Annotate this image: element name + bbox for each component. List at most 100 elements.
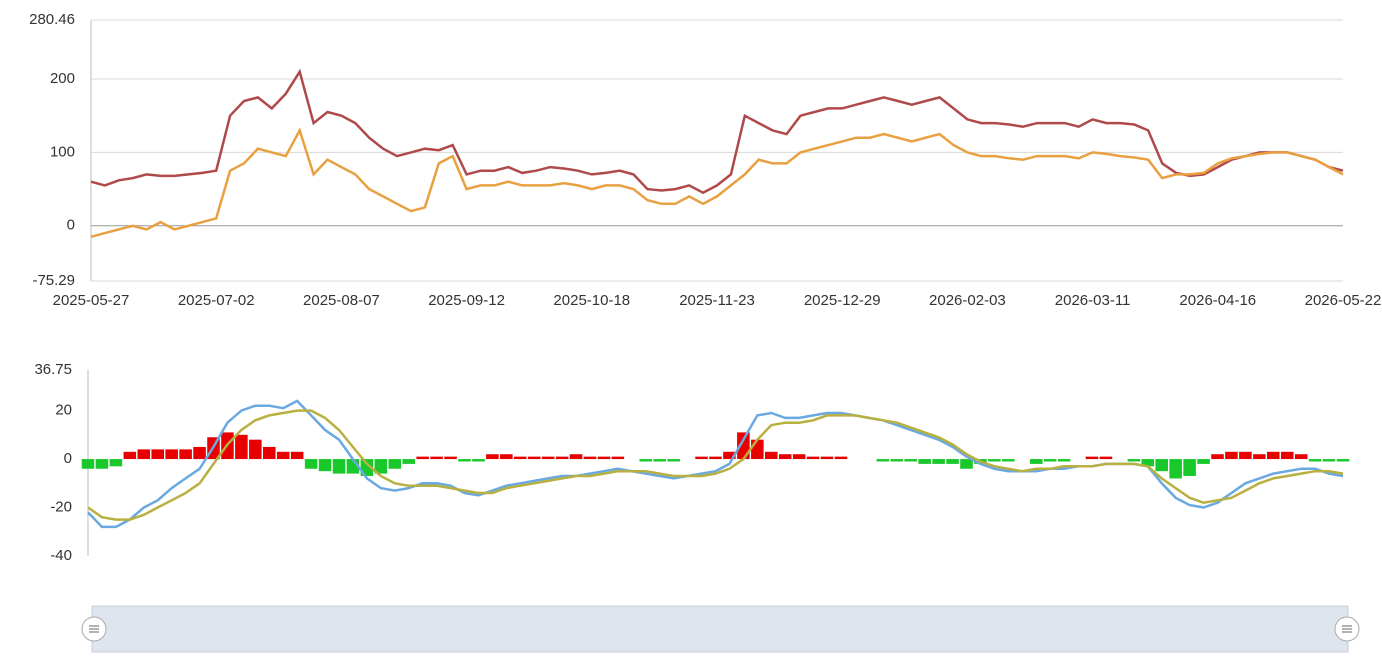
x-tick-label: 2025-08-07 xyxy=(303,292,380,309)
histogram-bar xyxy=(667,459,680,462)
histogram-bar xyxy=(1183,459,1196,477)
histogram-bar xyxy=(458,459,471,462)
histogram-bar xyxy=(332,459,346,474)
histogram-bar xyxy=(95,459,109,469)
histogram-bar xyxy=(695,456,708,460)
data-zoom[interactable] xyxy=(81,605,1360,653)
histogram-bar xyxy=(1308,459,1322,462)
histogram-bar xyxy=(137,449,151,460)
histogram-bar xyxy=(500,454,513,460)
x-tick-label: 2025-09-12 xyxy=(428,292,505,309)
y-tick-label: -75.29 xyxy=(32,272,75,289)
histogram-bar xyxy=(276,451,290,460)
histogram-bar xyxy=(932,459,945,464)
histogram-bar xyxy=(1197,459,1210,464)
histogram-bar xyxy=(918,459,931,464)
histogram-bar xyxy=(290,451,304,460)
y-tick-label: 36.75 xyxy=(34,361,72,378)
x-tick-label: 2025-10-18 xyxy=(553,292,630,309)
y-tick-label: 200 xyxy=(50,70,75,87)
histogram-bar xyxy=(318,459,332,472)
histogram-bar xyxy=(193,446,206,460)
histogram-bar xyxy=(597,456,611,460)
histogram-bar xyxy=(81,459,95,469)
histogram-bar xyxy=(151,449,164,460)
histogram-bar xyxy=(765,451,778,460)
histogram-bar xyxy=(486,454,499,460)
histogram-bar xyxy=(890,459,904,462)
x-tick-label: 2025-11-23 xyxy=(679,292,755,309)
histogram-bar xyxy=(569,454,583,460)
histogram-bar xyxy=(109,459,123,467)
histogram-bar xyxy=(1029,459,1043,464)
x-tick-label: 2025-05-27 xyxy=(53,292,130,309)
histogram-bar xyxy=(123,451,137,460)
y-tick-label: 280.46 xyxy=(29,11,75,28)
x-tick-label: 2026-03-11 xyxy=(1055,292,1131,309)
histogram-bar xyxy=(583,456,597,460)
histogram-bar xyxy=(1280,451,1294,460)
series-line xyxy=(90,68,1344,195)
histogram-bar xyxy=(820,456,834,460)
histogram-bar xyxy=(751,439,764,460)
y-tick-label: 0 xyxy=(64,450,72,467)
y-tick-label: -40 xyxy=(50,547,72,564)
histogram-bar xyxy=(653,459,666,462)
y-tick-label: -20 xyxy=(50,498,72,515)
histogram-bar xyxy=(1099,456,1113,460)
histogram-bar xyxy=(249,439,262,460)
histogram-bar xyxy=(737,432,750,460)
handle-grip xyxy=(89,625,99,633)
histogram-bar xyxy=(723,451,736,460)
histogram-bar xyxy=(388,459,402,469)
x-tick-label: 2025-12-29 xyxy=(804,292,881,309)
histogram-bar xyxy=(179,449,192,460)
histogram-bar xyxy=(263,446,276,460)
histogram-bar xyxy=(444,456,457,460)
histogram-bar xyxy=(904,459,917,462)
histogram-bar xyxy=(1322,459,1336,462)
histogram-bar xyxy=(430,456,443,460)
histogram-bar xyxy=(514,456,527,460)
x-tick-label: 2025-07-02 xyxy=(178,292,255,309)
histogram-bar xyxy=(304,459,318,469)
histogram-bar xyxy=(555,456,569,460)
histogram-bar xyxy=(876,459,890,462)
histogram-bar xyxy=(1002,459,1015,462)
histogram-bar xyxy=(806,456,820,460)
histogram-bar xyxy=(527,456,541,460)
histogram-bar xyxy=(1127,459,1141,462)
histogram-bar xyxy=(709,456,722,460)
histogram-bar xyxy=(1057,459,1071,462)
histogram-bar xyxy=(1239,451,1252,460)
histogram-bar xyxy=(960,459,973,469)
histogram-bar xyxy=(402,459,415,464)
histogram-bar xyxy=(778,454,792,460)
histogram-bar xyxy=(834,456,848,460)
handle-grip xyxy=(1342,625,1352,633)
histogram-bar xyxy=(416,456,429,460)
histogram-bar xyxy=(235,434,248,460)
histogram-bar xyxy=(1169,459,1182,479)
series-line xyxy=(90,127,1344,239)
histogram-bar xyxy=(541,456,555,460)
x-tick-label: 2026-04-16 xyxy=(1179,292,1256,309)
histogram-bar xyxy=(1155,459,1168,472)
y-tick-label: 0 xyxy=(67,217,75,234)
histogram-bar xyxy=(792,454,806,460)
histogram-bar xyxy=(1085,456,1099,460)
zoom-track xyxy=(92,606,1348,652)
histogram-bar xyxy=(1294,454,1308,460)
histogram-bar xyxy=(611,456,625,460)
histogram-bar xyxy=(1211,454,1224,460)
histogram-bar xyxy=(639,459,653,462)
histogram-bar xyxy=(472,459,485,462)
histogram-bar xyxy=(988,459,1001,462)
histogram-bar xyxy=(1225,451,1238,460)
y-tick-label: 20 xyxy=(55,402,72,419)
series-line xyxy=(87,409,1344,521)
histogram-bar xyxy=(1253,454,1266,460)
x-tick-label: 2026-05-22 xyxy=(1305,292,1382,309)
histogram-bar xyxy=(1043,459,1057,462)
